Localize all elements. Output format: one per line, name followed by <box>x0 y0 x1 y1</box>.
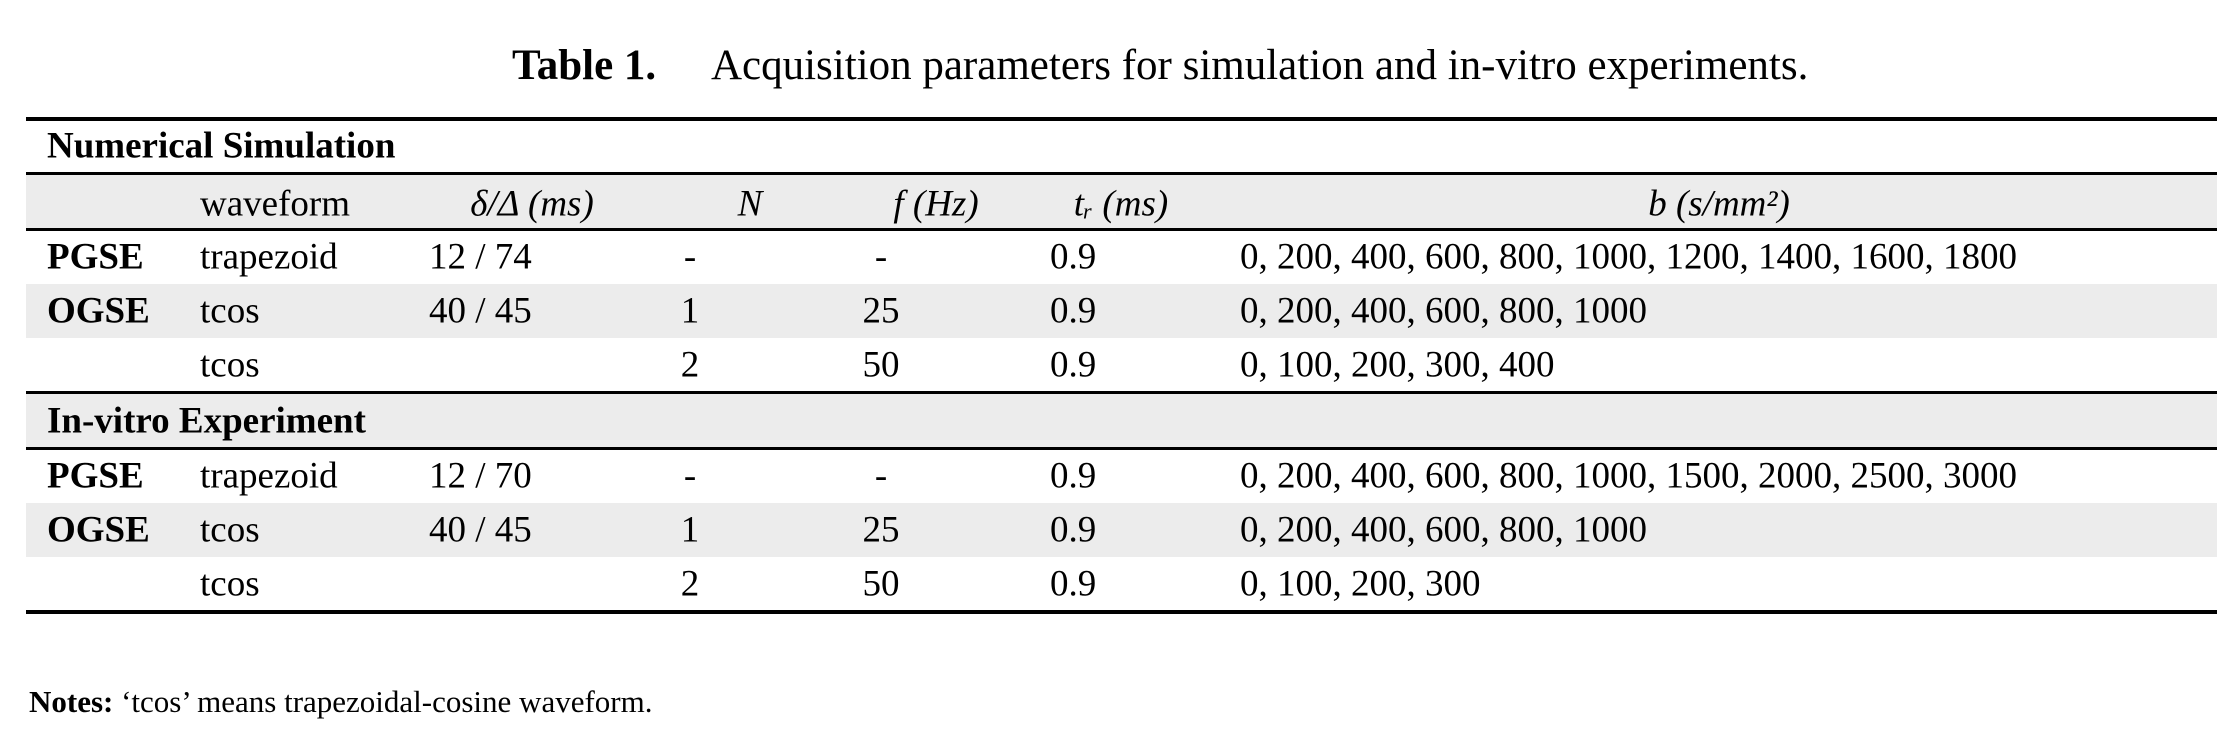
row-shade <box>26 174 2217 230</box>
cell: 25 <box>862 509 900 551</box>
cell: 2 <box>680 344 700 386</box>
column-header: b (s/mm²) <box>1648 183 1790 225</box>
column-header: N <box>737 183 763 225</box>
row-shade <box>26 394 2217 449</box>
row-label: OGSE <box>47 509 150 551</box>
cell: 0.9 <box>1050 236 1097 278</box>
cell: 12 / 70 <box>429 455 532 497</box>
row-shade <box>26 284 2217 338</box>
cell: 0.9 <box>1050 455 1097 497</box>
row-label: OGSE <box>47 290 150 332</box>
rule <box>26 391 2217 394</box>
cell: 0, 100, 200, 300 <box>1240 563 1481 605</box>
caption-label: Table 1. <box>512 42 657 89</box>
row-label: PGSE <box>47 236 144 278</box>
cell: trapezoid <box>200 455 338 497</box>
cell: 12 / 74 <box>429 236 532 278</box>
notes-text: ‘tcos’ means trapezoidal-cosine waveform… <box>121 684 653 719</box>
column-header: f (Hz) <box>893 183 979 225</box>
cell: tcos <box>200 344 260 386</box>
cell: 2 <box>680 563 700 605</box>
cell: 0.9 <box>1050 290 1097 332</box>
section-title: Numerical Simulation <box>47 125 396 167</box>
cell: 25 <box>862 290 900 332</box>
cell: 40 / 45 <box>429 290 532 332</box>
cell: 1 <box>680 509 700 551</box>
notes-label: Notes: <box>29 684 114 719</box>
notes: Notes: ‘tcos’ means trapezoidal-cosine w… <box>29 686 652 717</box>
cell: 0.9 <box>1050 563 1097 605</box>
cell: tcos <box>200 563 260 605</box>
cell: 50 <box>862 344 900 386</box>
cell: 1 <box>680 290 700 332</box>
rule <box>26 117 2217 121</box>
cell: 0, 200, 400, 600, 800, 1000, 1500, 2000,… <box>1240 455 2017 497</box>
cell: 0, 100, 200, 300, 400 <box>1240 344 1555 386</box>
cell: - <box>683 236 697 278</box>
rule <box>26 228 2217 231</box>
cell: 0, 200, 400, 600, 800, 1000, 1200, 1400,… <box>1240 236 2017 278</box>
cell: 0.9 <box>1050 344 1097 386</box>
caption: Table 1. Acquisition parameters for simu… <box>512 44 1808 87</box>
cell: trapezoid <box>200 236 338 278</box>
cell: 50 <box>862 563 900 605</box>
cell: 0, 200, 400, 600, 800, 1000 <box>1240 290 1647 332</box>
section-title: In-vitro Experiment <box>47 400 366 442</box>
cell: 0, 200, 400, 600, 800, 1000 <box>1240 509 1647 551</box>
cell: - <box>683 455 697 497</box>
cell: tcos <box>200 290 260 332</box>
cell: - <box>874 455 888 497</box>
rule <box>26 447 2217 450</box>
cell: 40 / 45 <box>429 509 532 551</box>
cell: 0.9 <box>1050 509 1097 551</box>
column-header: δ/Δ (ms) <box>470 183 594 225</box>
rule <box>26 172 2217 175</box>
column-header: waveform <box>200 183 350 225</box>
cell: - <box>874 236 888 278</box>
rule <box>26 610 2217 614</box>
column-header: tᵣ (ms) <box>1073 183 1169 225</box>
row-label: PGSE <box>47 455 144 497</box>
caption-text: Acquisition parameters for simulation an… <box>710 42 1809 89</box>
cell: tcos <box>200 509 260 551</box>
row-shade <box>26 503 2217 557</box>
